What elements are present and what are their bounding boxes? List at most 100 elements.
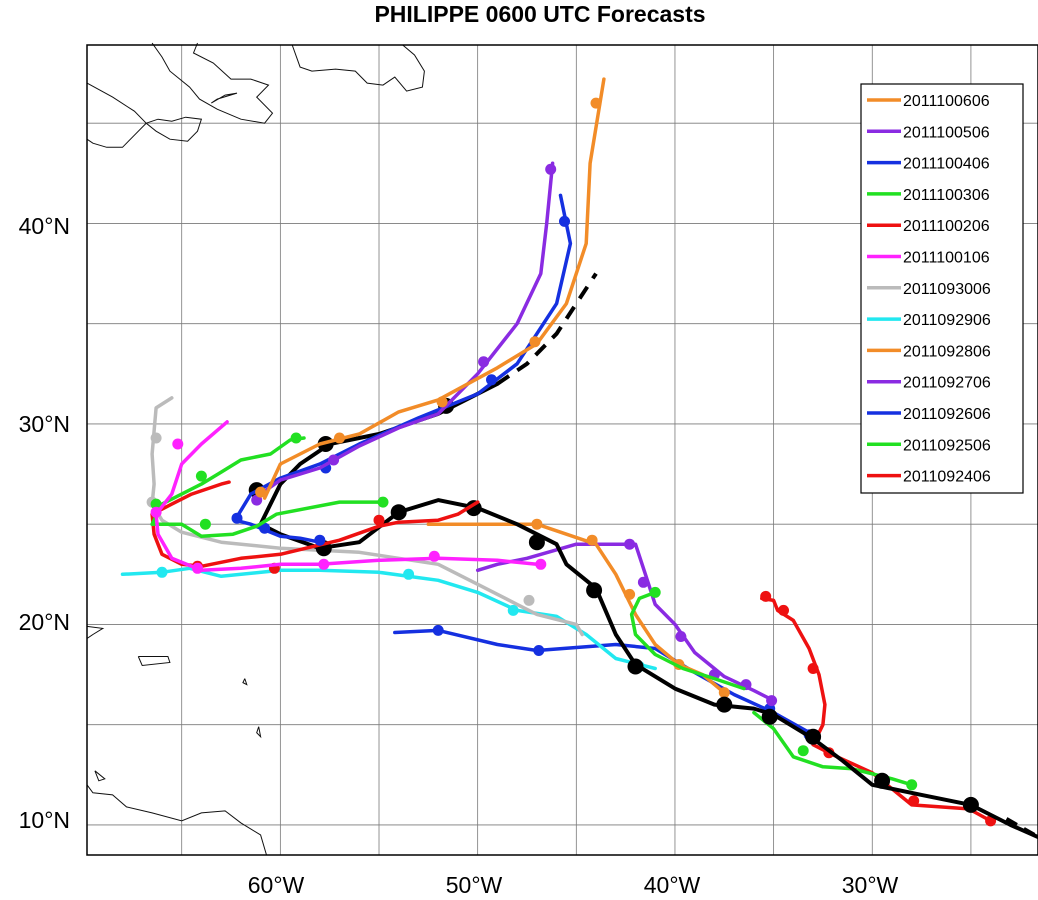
track-position-dot xyxy=(478,356,490,368)
track-position-dot xyxy=(192,562,203,574)
legend-entry-label: 2011092806 xyxy=(903,343,991,360)
coastline xyxy=(211,92,238,104)
legend-entry-label: 2011100406 xyxy=(903,156,990,173)
coastline xyxy=(94,770,106,782)
forecast-track xyxy=(262,77,606,500)
track-position-dot xyxy=(529,336,541,348)
coastline xyxy=(86,625,105,639)
track-position-dot xyxy=(533,645,545,656)
track-position-dot xyxy=(586,534,598,546)
forecast-track xyxy=(475,542,776,703)
track-position-dot xyxy=(199,518,211,530)
legend-entry-label: 2011092906 xyxy=(903,312,991,329)
coastline xyxy=(145,116,203,142)
track-position-dot xyxy=(590,97,602,109)
track-position-dot xyxy=(545,163,557,175)
forecast-track xyxy=(752,710,914,787)
forecast-track-extension-right xyxy=(1005,817,1038,839)
track-position-dot xyxy=(675,631,687,642)
lat-label-10n: 10°N xyxy=(19,807,70,833)
track-position-dot xyxy=(436,396,448,408)
coastline xyxy=(86,784,267,856)
track-position-dot xyxy=(716,696,733,713)
track-position-dot xyxy=(627,658,644,675)
legend-entry-label: 2011092706 xyxy=(903,375,991,392)
legend-entry-label: 2011092506 xyxy=(903,437,991,454)
track-position-dot xyxy=(486,374,497,386)
legend-entry-label: 2011100206 xyxy=(903,218,990,235)
lon-axis-labels: 60°W 50°W 40°W 30°W xyxy=(248,872,899,898)
track-position-dot xyxy=(403,568,415,580)
track-position-dot xyxy=(778,604,789,616)
track-position-dot xyxy=(156,566,168,578)
track-position-dot xyxy=(559,215,570,227)
coastline xyxy=(291,44,425,92)
lon-label-50w: 50°W xyxy=(446,872,503,898)
track-position-dot xyxy=(761,708,778,725)
track-position-dot xyxy=(718,687,730,699)
legend-box xyxy=(860,83,1024,494)
track-position-dot xyxy=(523,594,535,606)
map-frame xyxy=(86,44,1038,856)
track-position-dot xyxy=(908,795,920,807)
track-position-dot xyxy=(507,604,519,616)
forecast-track xyxy=(150,436,385,538)
track-position-dot xyxy=(624,588,636,600)
track-position-dot xyxy=(874,772,891,789)
legend-entry-label: 2011100106 xyxy=(903,250,990,267)
track-position-dot xyxy=(150,506,162,518)
track-position-dot xyxy=(797,745,809,757)
track-position-dot xyxy=(906,779,918,791)
track-position-dot xyxy=(390,504,407,521)
forecast-track xyxy=(393,628,815,737)
track-position-dot xyxy=(290,432,302,444)
track-position-dot xyxy=(528,534,545,551)
track-position-dot xyxy=(255,486,267,498)
lat-label-20n: 20°N xyxy=(19,609,70,635)
track-position-dot xyxy=(531,518,543,530)
coastline xyxy=(256,726,262,739)
track-position-dot xyxy=(150,498,162,510)
legend-entry-label: 2011092406 xyxy=(903,469,991,486)
forecast-track xyxy=(258,381,1038,839)
track-position-dot xyxy=(318,558,330,570)
track-position-dot xyxy=(373,514,385,526)
track-position-dot xyxy=(334,432,345,444)
track-position-dot xyxy=(760,590,772,602)
legend-entry-label: 2011093006 xyxy=(903,281,991,298)
track-position-dot xyxy=(766,695,778,707)
track-position-dot xyxy=(805,728,822,745)
lat-axis-labels: 10°N 20°N 30°N 40°N xyxy=(19,213,70,833)
track-position-dot xyxy=(637,576,649,588)
coastline xyxy=(86,82,147,148)
legend-entry-label: 2011100506 xyxy=(903,124,990,141)
coastline xyxy=(151,42,274,124)
track-position-dot xyxy=(807,663,819,674)
forecast-track-extension xyxy=(496,272,598,386)
track-position-dot xyxy=(172,438,184,450)
track-position-dot xyxy=(259,522,271,534)
track-position-dot xyxy=(962,796,979,813)
track-position-dot xyxy=(624,538,636,550)
legend: 2011100606 2011100506 2011100406 2011100306… xyxy=(860,83,1024,494)
track-position-dot xyxy=(649,586,661,598)
lon-label-40w: 40°W xyxy=(644,872,701,898)
track-position-dot xyxy=(377,496,389,508)
track-position-dot xyxy=(586,582,603,599)
legend-entry-label: 2011100306 xyxy=(903,187,990,204)
track-position-dot xyxy=(432,624,444,636)
lon-label-30w: 30°W xyxy=(842,872,899,898)
map-title: PHILIPPE 0600 UTC Forecasts xyxy=(374,1,705,27)
track-position-dot xyxy=(150,432,162,444)
forecast-track xyxy=(629,590,746,691)
legend-entry-label: 2011092606 xyxy=(903,406,991,423)
track-position-dot xyxy=(195,470,207,482)
track-position-dot xyxy=(535,558,547,570)
forecast-track xyxy=(258,161,555,496)
track-position-dot xyxy=(328,454,340,466)
track-position-dot xyxy=(428,550,440,562)
track-position-dot xyxy=(314,534,326,546)
legend-entry-label: 2011100606 xyxy=(903,93,990,110)
coastline xyxy=(137,656,171,667)
